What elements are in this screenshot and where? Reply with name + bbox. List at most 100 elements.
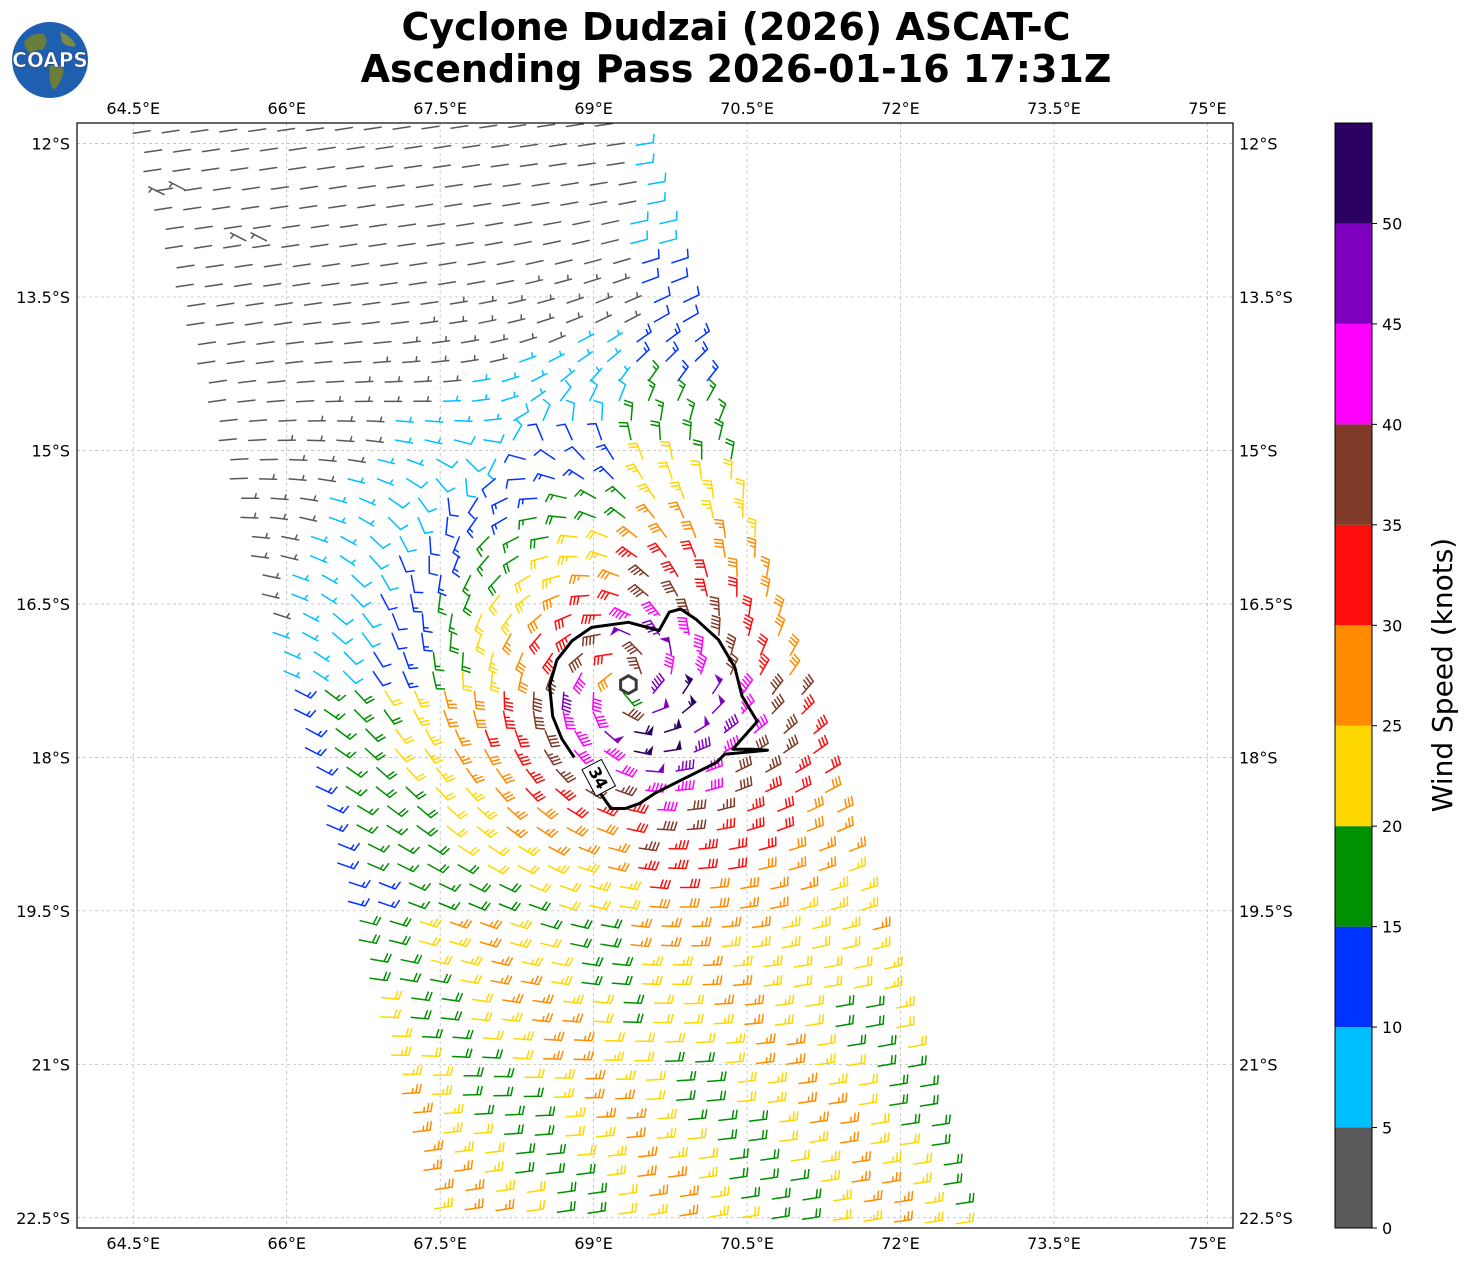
wind-barb (562, 711, 576, 730)
wind-barb (425, 729, 443, 746)
wind-barb (350, 282, 369, 287)
wind-barb (440, 1010, 463, 1021)
wind-barb (372, 356, 392, 364)
wind-barb (608, 843, 631, 854)
wind-barb (836, 795, 854, 813)
wind-barb (484, 241, 503, 246)
wind-barb (504, 1105, 525, 1116)
wind-barb (574, 489, 597, 499)
wind-barb (488, 845, 510, 857)
wind-barb (863, 1190, 883, 1203)
wind-barb (627, 442, 644, 460)
wind-barb (751, 916, 771, 929)
wind-barb (175, 283, 194, 288)
wind-barb (542, 575, 561, 590)
wind-barb (583, 258, 602, 265)
wind-barb (739, 896, 760, 909)
wind-barb (679, 898, 701, 908)
wind-barb (729, 1148, 749, 1161)
wind-barb (248, 419, 268, 422)
wind-barb (292, 282, 311, 287)
wind-barb (299, 495, 319, 502)
wind-barb (589, 181, 608, 186)
wind-barb (896, 1015, 915, 1029)
wind-barb (601, 219, 620, 226)
wind-barb (473, 690, 486, 711)
wind-barb (728, 576, 738, 597)
wind-barb (212, 186, 232, 191)
wind-barb (756, 1033, 776, 1045)
wind-barb (380, 990, 403, 1001)
wind-barb (626, 1108, 647, 1119)
wind-barb (519, 333, 538, 344)
wind-barb (250, 232, 268, 242)
wind-barb (790, 1149, 810, 1162)
wind-barb (818, 856, 837, 872)
wind-barb (672, 956, 694, 966)
wind-barb (350, 593, 372, 608)
wind-barb (913, 1152, 933, 1165)
wind-barb (582, 633, 601, 647)
wind-barb (621, 641, 643, 655)
wind-barb (554, 259, 573, 265)
wind-barb (533, 449, 556, 460)
wind-barb (955, 1212, 975, 1225)
colorbar-bin (1335, 424, 1372, 525)
wind-barb (809, 1130, 829, 1143)
wind-barb (709, 1205, 730, 1218)
wind-barb (650, 420, 662, 441)
contour-label-box (581, 758, 617, 797)
wind-barb (489, 353, 508, 363)
wind-barb (358, 497, 376, 506)
wind-barb (495, 787, 516, 802)
wind-barb (465, 767, 486, 784)
wind-barb (573, 510, 596, 521)
wind-barb (581, 975, 603, 986)
wind-barb (355, 376, 374, 383)
wind-barb (435, 786, 456, 801)
wind-barb (545, 1162, 566, 1175)
wind-barb (487, 458, 497, 481)
wind-barb (580, 614, 602, 625)
wind-barb (566, 825, 589, 837)
wind-barb (332, 301, 352, 306)
wind-barb (414, 690, 431, 708)
wind-barb (498, 901, 521, 912)
wind-barb (194, 225, 213, 230)
wind-barb (380, 1008, 402, 1019)
wind-barb (797, 1091, 818, 1104)
latitude-tick-left: 21°S (31, 1055, 70, 1074)
wind-barb (618, 181, 637, 186)
wind-barb (345, 165, 365, 170)
wind-barb (443, 1122, 463, 1134)
wind-barb (595, 292, 613, 304)
wind-barb (476, 825, 498, 839)
wind-barb (660, 580, 679, 597)
wind-barb (735, 776, 753, 792)
wind-barb (212, 206, 231, 211)
wind-barb (165, 225, 184, 231)
wind-barb (560, 182, 579, 187)
wind-barb (710, 1185, 730, 1199)
wind-barb (473, 710, 488, 729)
wind-barb (693, 736, 711, 753)
wind-barb (706, 1071, 727, 1083)
wind-barb (183, 187, 203, 192)
wind-barb (679, 1185, 699, 1198)
wind-barb (351, 574, 373, 588)
wind-barb (672, 975, 693, 986)
wind-barb (465, 458, 487, 473)
wind-barb (526, 1180, 546, 1193)
wind-barb (478, 315, 497, 324)
wind-barb (531, 1012, 554, 1023)
wind-barb (744, 994, 765, 1006)
wind-barb (457, 864, 480, 875)
wind-barb (437, 594, 447, 616)
wind-barb (502, 182, 521, 188)
wind-barb (387, 805, 409, 818)
wind-barb (197, 341, 217, 346)
wind-barb (391, 613, 408, 631)
wind-barb (154, 187, 174, 192)
wind-barb (436, 767, 456, 783)
wind-barb (479, 938, 502, 948)
